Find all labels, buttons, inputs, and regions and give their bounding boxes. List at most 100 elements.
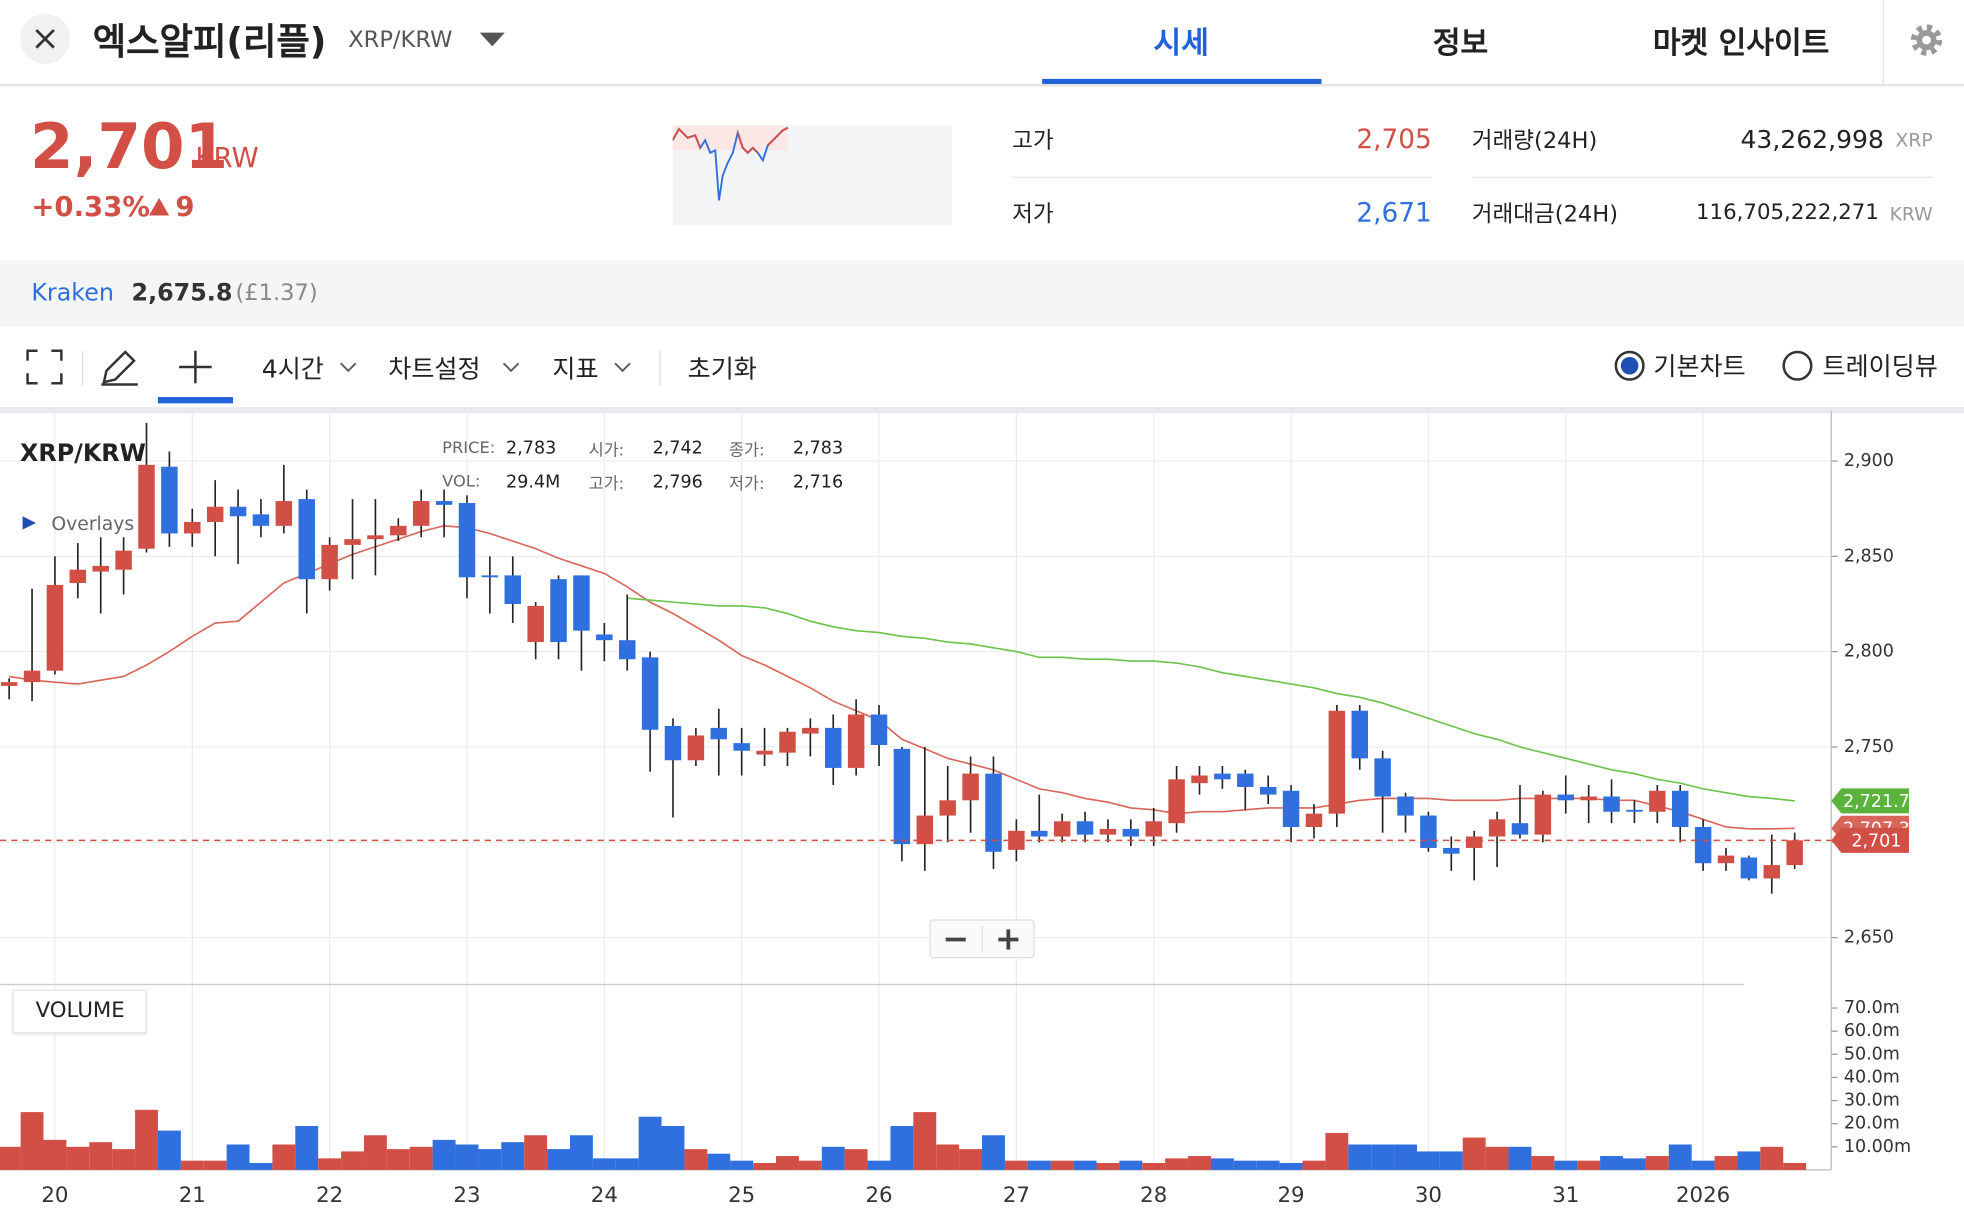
change: 9 bbox=[175, 192, 195, 224]
legend-label: VOL: bbox=[442, 472, 481, 492]
volume-bar bbox=[1622, 1158, 1646, 1170]
volume-bar bbox=[43, 1139, 67, 1170]
overlays[interactable]: Overlays bbox=[51, 512, 135, 535]
radio-off[interactable] bbox=[1781, 349, 1814, 382]
candle-body bbox=[1122, 828, 1140, 837]
reset[interactable]: 초기화 bbox=[687, 353, 757, 384]
crosshair-tool[interactable] bbox=[179, 350, 212, 384]
legend-label: 종가: bbox=[729, 441, 765, 461]
candle-body bbox=[687, 735, 705, 761]
exchange-price: 2,675.8 bbox=[131, 279, 233, 307]
volume-bar bbox=[1508, 1146, 1532, 1170]
volume-bar bbox=[890, 1125, 914, 1170]
volume-bar bbox=[1737, 1151, 1761, 1170]
volume-bar bbox=[409, 1146, 433, 1170]
tab[interactable]: 마켓 인사이트 bbox=[1652, 25, 1830, 61]
chart-settings[interactable]: 차트설정 bbox=[388, 353, 481, 384]
volume-bar bbox=[1279, 1162, 1303, 1170]
candle-body bbox=[1076, 821, 1094, 835]
volume-bar bbox=[89, 1142, 113, 1170]
exchange-name[interactable]: Kraken bbox=[31, 279, 114, 307]
tab[interactable]: 정보 bbox=[1432, 25, 1489, 61]
volume-bar bbox=[1233, 1160, 1257, 1170]
candle-body bbox=[206, 506, 224, 523]
stat-label: 거래량(24H) bbox=[1471, 127, 1598, 155]
candle-body bbox=[1671, 790, 1689, 827]
y-tick-label: 2,900 bbox=[1844, 451, 1894, 471]
volume-bar bbox=[707, 1153, 731, 1170]
x-tick-label: 28 bbox=[1140, 1183, 1167, 1208]
volume-bar bbox=[203, 1160, 227, 1170]
volume-bar bbox=[318, 1158, 342, 1170]
x-tick-label: 2026 bbox=[1676, 1183, 1730, 1208]
settings[interactable] bbox=[1908, 21, 1946, 59]
draw-tool[interactable] bbox=[101, 350, 138, 386]
volume-bar bbox=[1073, 1160, 1097, 1170]
candle-body bbox=[1443, 847, 1460, 854]
ma-tag-label: 2,721.7 bbox=[1843, 792, 1910, 812]
basic-chart[interactable]: 기본차트 bbox=[1653, 351, 1746, 382]
volume-bar bbox=[1302, 1160, 1326, 1170]
volume-bar bbox=[295, 1125, 319, 1170]
x-tick-label: 25 bbox=[728, 1183, 755, 1208]
fullscreen[interactable] bbox=[26, 349, 63, 385]
last-price: 2,701 bbox=[30, 110, 229, 183]
coin-title: 엑스알피(리플) bbox=[92, 20, 327, 63]
legend-label: PRICE: bbox=[442, 439, 496, 458]
volume-bar bbox=[753, 1162, 777, 1170]
volume-tick-label: 40.0m bbox=[1844, 1067, 1900, 1087]
candle-body bbox=[161, 466, 178, 534]
candle-body bbox=[23, 670, 41, 683]
x-tick-label: 24 bbox=[591, 1183, 618, 1208]
candle-body bbox=[870, 714, 888, 746]
volume-bar bbox=[1348, 1144, 1372, 1170]
overlay-arrow[interactable]: ▶ bbox=[22, 512, 37, 533]
volume-bar bbox=[1600, 1156, 1623, 1170]
volume-tick-label: 60.0m bbox=[1844, 1021, 1900, 1041]
zoom-in[interactable] bbox=[998, 929, 1019, 950]
legend-value: 2,783 bbox=[792, 438, 844, 459]
dropdown[interactable] bbox=[478, 31, 506, 49]
candle-body bbox=[802, 727, 819, 734]
tab-underline bbox=[1042, 78, 1322, 86]
tradingview[interactable]: 트레이딩뷰 bbox=[1822, 351, 1938, 382]
volume-bar bbox=[432, 1139, 456, 1170]
candle-body bbox=[847, 714, 865, 768]
tab[interactable]: 시세 bbox=[1153, 25, 1209, 61]
candle-body bbox=[893, 748, 911, 845]
candle-body bbox=[390, 525, 407, 536]
volume-bar bbox=[386, 1149, 410, 1170]
volume-tick-label: 30.0m bbox=[1844, 1091, 1900, 1111]
candle-body bbox=[1763, 865, 1781, 879]
stat-label: 저가 bbox=[1012, 201, 1054, 228]
candle-body bbox=[481, 575, 499, 578]
interval[interactable]: 4시간 bbox=[261, 353, 324, 384]
sparkline bbox=[672, 125, 952, 226]
volume-bar bbox=[661, 1125, 685, 1170]
candle-body bbox=[275, 501, 293, 526]
volume-bar bbox=[1485, 1146, 1509, 1170]
toolbar-icons bbox=[26, 349, 661, 404]
volume-bar bbox=[1096, 1162, 1120, 1170]
y-tick-label: 2,650 bbox=[1844, 928, 1894, 948]
radio-on[interactable] bbox=[1613, 349, 1646, 382]
legend-label: 시가: bbox=[588, 441, 625, 461]
x-tick-label: 27 bbox=[1003, 1183, 1030, 1208]
close-button[interactable] bbox=[20, 13, 71, 64]
volume-bar bbox=[1439, 1151, 1463, 1170]
volume-bar bbox=[936, 1144, 960, 1170]
volume-bar bbox=[776, 1156, 799, 1170]
candle-body bbox=[344, 539, 361, 545]
volume-bar bbox=[844, 1149, 868, 1170]
candle-body bbox=[1168, 779, 1185, 824]
volume-title: VOLUME bbox=[35, 998, 125, 1024]
candle-body bbox=[1053, 821, 1071, 837]
candle-body bbox=[1603, 796, 1620, 812]
volume-bar bbox=[638, 1116, 662, 1170]
candle-body bbox=[618, 640, 636, 660]
volume-tick-label: 20.0m bbox=[1844, 1114, 1900, 1134]
x-tick-label: 26 bbox=[865, 1183, 892, 1208]
chevrons bbox=[340, 362, 631, 373]
indicators[interactable]: 지표 bbox=[552, 353, 599, 384]
